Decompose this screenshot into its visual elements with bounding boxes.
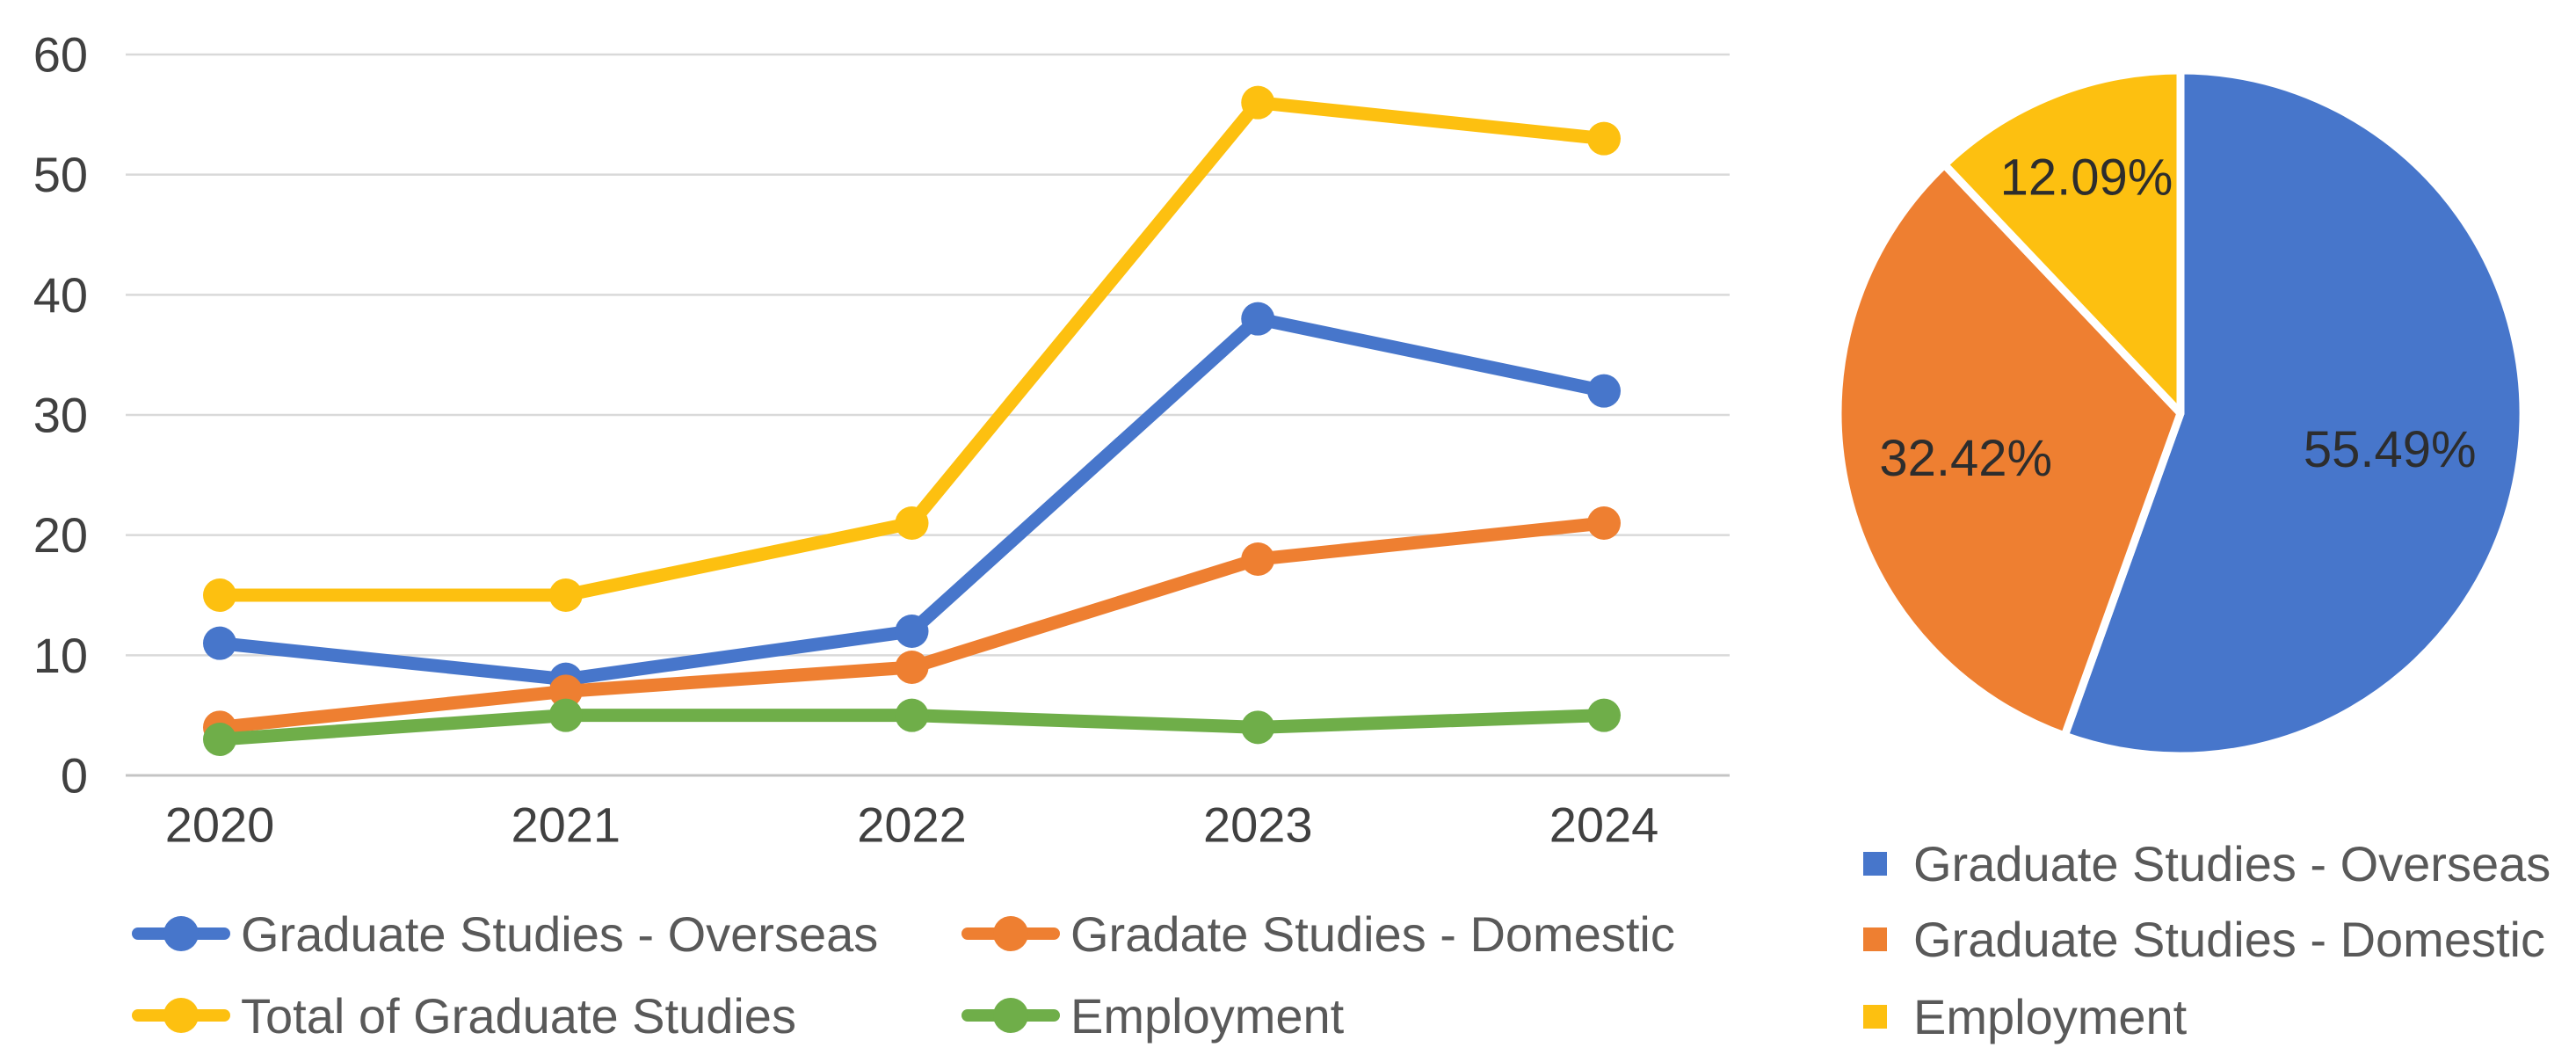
data-point-marker (895, 651, 929, 684)
data-point-marker (203, 578, 236, 612)
y-axis-tick-label: 40 (33, 267, 88, 323)
data-point-marker (548, 674, 583, 709)
legend-item-gradate-studies-domestic: Gradate Studies - Domestic (961, 906, 1675, 962)
pie-slice-label: 55.49% (2304, 421, 2477, 478)
data-point-marker (1587, 121, 1621, 156)
legend-item-employment: Employment (961, 987, 1345, 1044)
line-marker-icon (961, 906, 1060, 961)
data-point-marker (203, 626, 236, 660)
square-swatch-icon (1863, 927, 1887, 951)
line-chart: 0 10 20 30 40 50 60 2020 2021 2022 2023 2024 (33, 27, 1730, 853)
pie-slice (2060, 66, 2528, 760)
legend-label: Total of Graduate Studies (241, 987, 796, 1044)
pie-legend-label: Graduate Studies - Domestic (1913, 911, 2545, 967)
legend-label: Graduate Studies - Overseas (241, 906, 879, 962)
pie-slice-label: 12.09% (2000, 149, 2173, 206)
data-point-marker (1241, 302, 1275, 336)
line-marker-icon (132, 906, 230, 961)
data-point-marker (895, 615, 929, 648)
data-point-marker (895, 506, 929, 540)
x-axis-category-label: 2023 (1203, 797, 1313, 853)
legend-item-graduate-studies-overseas: Graduate Studies - Overseas (132, 906, 879, 962)
x-axis-category-label: 2024 (1549, 797, 1659, 853)
square-swatch-icon (1863, 851, 1887, 876)
line-marker-icon (961, 988, 1060, 1043)
square-swatch-icon (1863, 1004, 1887, 1029)
line-marker-icon (132, 988, 230, 1043)
pie-slice (1833, 160, 2185, 740)
x-axis-category-label: 2022 (857, 797, 967, 853)
x-axis-category-label: 2020 (165, 797, 275, 853)
legend-label: Gradate Studies - Domestic (1070, 906, 1675, 962)
legend-label: Employment (1070, 987, 1345, 1044)
pie-slice (1940, 66, 2185, 418)
data-point-marker (548, 578, 583, 612)
x-axis-category-label: 2021 (511, 797, 620, 853)
pie-legend-label: Employment (1913, 988, 2188, 1044)
data-point-marker (1587, 698, 1621, 732)
data-point-marker (548, 698, 583, 732)
data-point-marker (895, 698, 929, 732)
y-axis-tick-label: 60 (33, 27, 88, 83)
pie-legend-item-graduate-studies-overseas: Graduate Studies - Overseas (1863, 836, 2551, 891)
pie-slice-label: 32.42% (1879, 430, 2052, 487)
data-point-marker (203, 723, 236, 756)
pie-legend-item-employment: Employment (1863, 989, 2187, 1044)
data-point-marker (1241, 542, 1275, 576)
y-axis-tick-label: 50 (33, 147, 88, 202)
y-axis-tick-label: 0 (61, 748, 88, 804)
legend-item-total-of-graduate-studies: Total of Graduate Studies (132, 987, 796, 1044)
data-point-marker (1587, 374, 1621, 408)
y-axis-tick-label: 30 (33, 388, 88, 443)
y-axis-tick-label: 10 (33, 628, 88, 683)
pie-legend-label: Graduate Studies - Overseas (1913, 835, 2551, 891)
pie-legend-item-graduate-studies-domestic: Graduate Studies - Domestic (1863, 911, 2545, 967)
data-point-marker (1587, 506, 1621, 540)
data-point-marker (1241, 710, 1275, 745)
y-axis-tick-label: 20 (33, 507, 88, 563)
data-point-marker (1241, 85, 1275, 120)
